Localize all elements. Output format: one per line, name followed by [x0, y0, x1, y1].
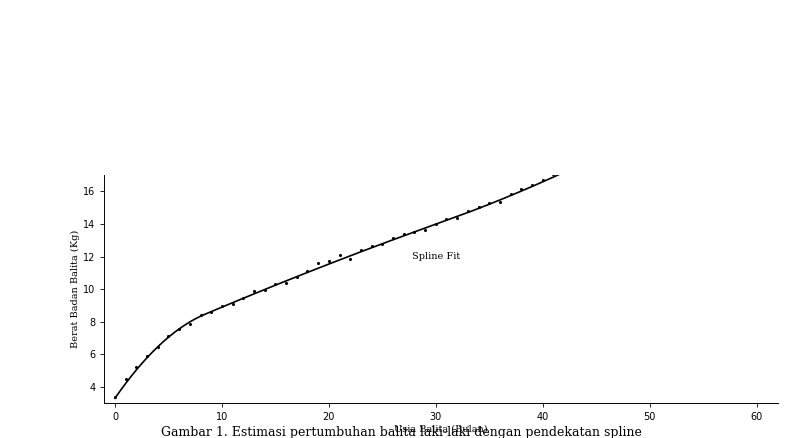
Point — [333, 251, 346, 258]
Point — [483, 199, 496, 206]
Point — [665, 116, 678, 123]
Point — [172, 325, 185, 332]
Point — [108, 393, 121, 400]
Point — [697, 96, 710, 103]
Point — [387, 235, 399, 242]
Point — [184, 320, 196, 327]
Point — [718, 78, 731, 85]
Point — [280, 279, 293, 286]
Point — [537, 177, 549, 184]
Point — [461, 208, 474, 215]
Point — [226, 301, 239, 308]
Point — [290, 273, 303, 280]
Point — [365, 243, 378, 250]
Point — [194, 311, 207, 318]
Y-axis label: Berat Badan Balita (Kg): Berat Badan Balita (Kg) — [71, 230, 80, 348]
Point — [643, 126, 656, 133]
X-axis label: Usia Balita (Bulan): Usia Balita (Bulan) — [395, 425, 488, 434]
Point — [515, 186, 528, 193]
Point — [440, 215, 453, 223]
Point — [354, 247, 367, 254]
Point — [130, 363, 143, 370]
Point — [376, 240, 389, 247]
Point — [269, 280, 282, 287]
Point — [707, 87, 720, 94]
Point — [525, 181, 538, 188]
Text: Spline Fit: Spline Fit — [411, 252, 460, 261]
Point — [140, 353, 153, 360]
Point — [504, 191, 517, 198]
Point — [397, 231, 410, 238]
Point — [569, 164, 581, 171]
Point — [622, 136, 634, 143]
Point — [493, 198, 506, 205]
Point — [601, 147, 614, 154]
Point — [675, 109, 688, 116]
Point — [312, 260, 325, 267]
Point — [729, 65, 742, 72]
Point — [739, 51, 752, 58]
Point — [248, 287, 261, 294]
Point — [429, 221, 442, 228]
Point — [419, 226, 431, 233]
Point — [472, 203, 485, 210]
Point — [344, 256, 357, 263]
Point — [686, 101, 699, 108]
Point — [216, 302, 229, 309]
Point — [547, 170, 560, 177]
Point — [654, 119, 666, 126]
Point — [162, 332, 175, 339]
Point — [301, 267, 314, 274]
Point — [557, 167, 570, 174]
Point — [119, 375, 132, 382]
Point — [579, 157, 592, 164]
Text: Gambar 1. Estimasi pertumbuhan balita laki-laki dengan pendekatan spline: Gambar 1. Estimasi pertumbuhan balita la… — [160, 426, 642, 438]
Point — [322, 257, 335, 264]
Point — [611, 143, 624, 150]
Point — [258, 286, 271, 293]
Point — [205, 308, 217, 315]
Point — [408, 229, 421, 236]
Point — [451, 215, 464, 222]
Point — [633, 134, 646, 141]
Point — [750, 34, 763, 41]
Point — [589, 152, 602, 159]
Point — [237, 295, 249, 302]
Point — [152, 343, 164, 350]
